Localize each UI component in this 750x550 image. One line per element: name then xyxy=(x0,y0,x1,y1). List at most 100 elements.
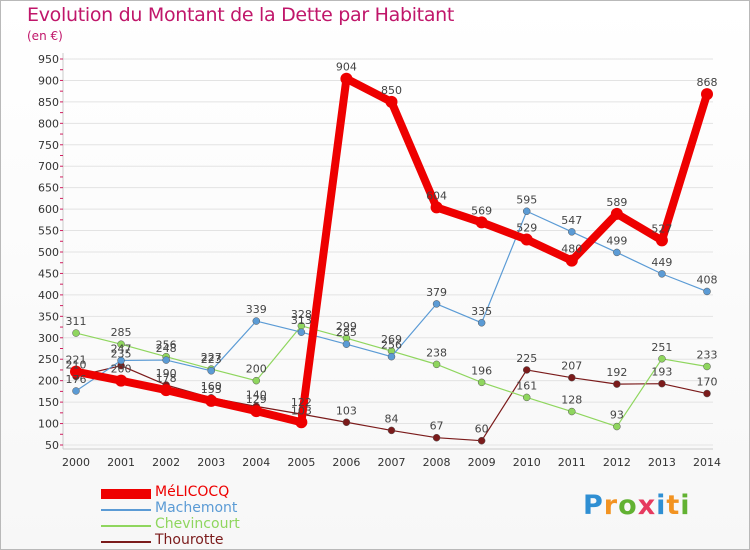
data-label: 192 xyxy=(606,366,627,379)
data-label: 129 xyxy=(246,393,267,406)
y-tick-label: 950 xyxy=(38,53,59,66)
data-point xyxy=(477,378,486,387)
data-point xyxy=(430,201,443,214)
data-label: 527 xyxy=(651,222,672,235)
data-label: 221 xyxy=(66,354,87,367)
legend-swatch xyxy=(101,541,151,543)
data-label: 339 xyxy=(246,303,267,316)
legend-label: Machemont xyxy=(155,500,238,516)
data-label: 196 xyxy=(471,364,492,377)
data-label: 850 xyxy=(381,84,402,97)
data-point xyxy=(72,387,80,395)
data-point xyxy=(613,380,621,388)
data-point xyxy=(207,367,215,375)
x-tick-label: 2010 xyxy=(513,456,541,469)
data-point xyxy=(655,234,668,247)
legend-item: Thourotte xyxy=(101,532,361,549)
data-label: 200 xyxy=(246,363,267,376)
x-tick-label: 2006 xyxy=(332,456,360,469)
data-point xyxy=(385,95,398,108)
x-tick-label: 2000 xyxy=(62,456,90,469)
data-point xyxy=(117,356,125,365)
data-label: 311 xyxy=(66,315,87,328)
x-tick-label: 2002 xyxy=(152,456,180,469)
data-point xyxy=(568,407,576,416)
legend-label: MéLICOCQ xyxy=(155,484,230,500)
data-label: 449 xyxy=(651,256,672,269)
data-point xyxy=(610,207,623,220)
data-label: 122 xyxy=(291,396,312,409)
legend-item: Machemont xyxy=(101,500,361,518)
data-label: 235 xyxy=(111,348,132,361)
x-tick-label: 2003 xyxy=(197,456,225,469)
data-point xyxy=(340,72,353,85)
y-tick-label: 600 xyxy=(38,203,59,216)
data-point xyxy=(432,300,441,308)
chart-unit: (en €) xyxy=(27,29,63,43)
data-label: 153 xyxy=(201,383,222,396)
data-point xyxy=(658,270,666,278)
x-tick-label: 2012 xyxy=(603,456,631,469)
data-point xyxy=(117,340,125,348)
data-label: 60 xyxy=(475,423,489,436)
logo-letter: t xyxy=(666,490,681,521)
data-label: 128 xyxy=(561,394,582,407)
x-tick-label: 2013 xyxy=(648,456,676,469)
y-tick-label: 800 xyxy=(38,117,59,130)
y-tick-label: 150 xyxy=(38,396,59,409)
data-label: 256 xyxy=(381,339,402,352)
data-point xyxy=(115,374,128,387)
data-point xyxy=(475,216,488,229)
data-label: 178 xyxy=(156,372,177,385)
legend-item: MéLICOCQ xyxy=(101,484,361,502)
x-tick-label: 2007 xyxy=(378,456,406,469)
data-point xyxy=(522,207,531,216)
data-label: 67 xyxy=(430,420,444,433)
data-label: 595 xyxy=(516,193,537,206)
y-tick-label: 700 xyxy=(38,160,59,173)
data-label: 285 xyxy=(336,326,357,339)
legend-swatch xyxy=(101,489,151,499)
data-label: 210 xyxy=(66,358,87,371)
data-label: 313 xyxy=(291,314,312,327)
data-point xyxy=(252,317,261,325)
legend-swatch xyxy=(101,525,151,527)
data-label: 200 xyxy=(111,363,132,376)
data-label: 227 xyxy=(201,351,222,364)
data-point xyxy=(72,329,80,337)
data-label: 93 xyxy=(610,409,624,422)
y-tick-label: 400 xyxy=(38,289,59,302)
x-tick-label: 2004 xyxy=(242,456,270,469)
data-label: 604 xyxy=(426,189,447,202)
data-label: 84 xyxy=(385,412,399,425)
y-tick-label: 650 xyxy=(38,182,59,195)
logo-letter: o xyxy=(618,490,638,521)
data-label: 103 xyxy=(336,404,357,417)
data-label: 251 xyxy=(651,341,672,354)
y-tick-label: 100 xyxy=(38,418,59,431)
data-label: 160 xyxy=(201,380,222,393)
data-point xyxy=(613,422,621,431)
data-label: 207 xyxy=(561,360,582,373)
data-label: 904 xyxy=(336,61,357,74)
data-label: 529 xyxy=(516,222,537,235)
data-label: 190 xyxy=(156,367,177,380)
x-tick-label: 2011 xyxy=(558,456,586,469)
data-label: 225 xyxy=(516,352,537,365)
logo-letter: i xyxy=(680,490,691,521)
x-tick-label: 2008 xyxy=(423,456,451,469)
data-point xyxy=(205,394,218,407)
data-point xyxy=(297,328,306,336)
data-label: 256 xyxy=(156,339,177,352)
data-label: 238 xyxy=(426,346,447,359)
data-label: 193 xyxy=(651,366,672,379)
data-label: 140 xyxy=(246,388,267,401)
data-point xyxy=(520,233,533,246)
data-point xyxy=(477,319,486,327)
chart-title: Evolution du Montant de la Dette par Hab… xyxy=(27,4,455,26)
data-point xyxy=(703,389,711,398)
logo-letter: i xyxy=(656,490,667,521)
data-point xyxy=(432,360,441,369)
data-label: 176 xyxy=(66,373,87,386)
